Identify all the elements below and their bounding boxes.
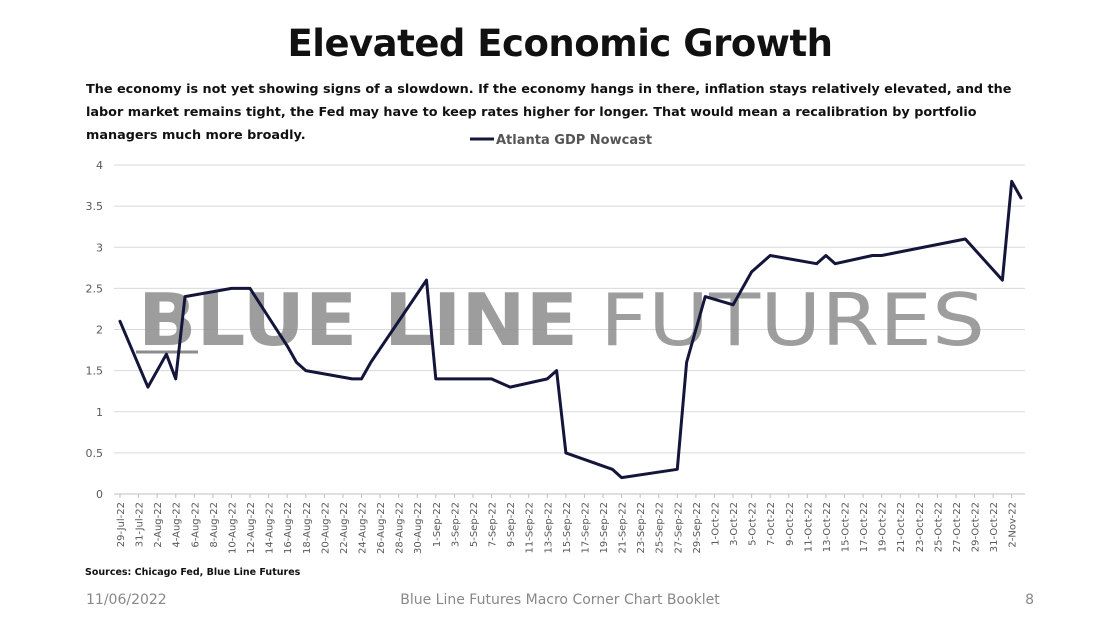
x-tick-label: 23-Oct-22 (915, 502, 926, 552)
x-tick-label: 16-Aug-22 (283, 502, 294, 554)
x-tick-label: 1-Oct-22 (710, 502, 721, 546)
x-tick-label: 25-Oct-22 (933, 502, 944, 552)
x-tick-label: 18-Aug-22 (302, 502, 313, 554)
chart-subtitle: The economy is not yet showing signs of … (86, 82, 1012, 143)
x-tick-label: 31-Jul-22 (135, 502, 146, 547)
x-tick-label: 15-Sep-22 (562, 502, 573, 554)
legend: Atlanta GDP Nowcast (470, 133, 652, 148)
x-tick-label: 27-Oct-22 (952, 502, 963, 552)
y-tick-label: 3.5 (86, 200, 104, 213)
page-number: 8 (1025, 592, 1034, 608)
x-tick-label: 3-Oct-22 (729, 502, 740, 546)
gridlines (114, 164, 1025, 495)
footer-title: Blue Line Futures Macro Corner Chart Boo… (400, 592, 720, 608)
x-axis: 29-Jul-22 31-Jul-22 2-Aug-22 4-Aug-22 6-Aug-… (116, 494, 1019, 554)
x-tick-label: 7-Sep-22 (488, 502, 499, 547)
x-tick-label: 14-Aug-22 (265, 502, 276, 554)
legend-label: Atlanta GDP Nowcast (496, 133, 652, 148)
x-tick-label: 27-Sep-22 (673, 502, 684, 554)
y-tick-label: 4 (96, 159, 103, 172)
x-tick-label: 5-Sep-22 (469, 502, 480, 547)
x-tick-label: 13-Oct-22 (822, 502, 833, 552)
x-tick-label: 9-Sep-22 (506, 502, 517, 547)
x-tick-label: 9-Oct-22 (785, 502, 796, 546)
x-tick-label: 7-Oct-22 (766, 502, 777, 546)
x-tick-label: 1-Sep-22 (432, 502, 443, 547)
x-tick-label: 13-Sep-22 (543, 502, 554, 554)
watermark-blue-line: BLUE LINE (138, 278, 578, 362)
x-tick-label: 2-Aug-22 (153, 502, 164, 548)
x-tick-label: 8-Aug-22 (209, 502, 220, 548)
x-tick-label: 21-Sep-22 (618, 502, 629, 554)
x-tick-label: 11-Oct-22 (803, 502, 814, 552)
x-tick-label: 25-Sep-22 (655, 502, 666, 554)
x-tick-label: 30-Aug-22 (413, 502, 424, 554)
x-tick-label: 4-Aug-22 (172, 502, 183, 548)
x-tick-label: 23-Sep-22 (636, 502, 647, 554)
chart-title: Elevated Economic Growth (287, 22, 833, 65)
x-tick-label: 19-Oct-22 (878, 502, 889, 552)
x-tick-label: 12-Aug-22 (246, 502, 257, 554)
x-tick-label: 24-Aug-22 (358, 502, 369, 554)
x-tick-label: 21-Oct-22 (896, 502, 907, 552)
x-tick-label: 10-Aug-22 (227, 502, 238, 554)
y-tick-label: 2 (96, 324, 103, 337)
x-tick-label: 28-Aug-22 (395, 502, 406, 554)
x-tick-label: 3-Sep-22 (450, 502, 461, 547)
y-axis: 0 0.5 1 1.5 2 2.5 3 3.5 4 (86, 159, 104, 501)
y-tick-label: 0.5 (86, 447, 104, 460)
series-line-atlanta-gdp-nowcast (118, 179, 1023, 480)
x-tick-label: 29-Oct-22 (971, 502, 982, 552)
watermark: BLUE LINE FUTURES (136, 278, 985, 362)
y-tick-label: 0 (96, 488, 103, 501)
x-tick-label: 6-Aug-22 (190, 502, 201, 548)
footer-date: 11/06/2022 (86, 592, 167, 608)
y-tick-label: 3 (96, 241, 103, 254)
x-tick-label: 5-Oct-22 (748, 502, 759, 546)
y-tick-label: 1 (96, 406, 103, 419)
x-tick-label: 26-Aug-22 (376, 502, 387, 554)
x-tick-label: 11-Sep-22 (525, 502, 536, 554)
x-tick-label: 19-Sep-22 (599, 502, 610, 554)
x-tick-label: 17-Oct-22 (859, 502, 870, 552)
y-tick-label: 1.5 (86, 365, 104, 378)
y-tick-label: 2.5 (86, 282, 104, 295)
x-tick-label: 20-Aug-22 (320, 502, 331, 554)
watermark-futures: FUTURES (600, 278, 985, 362)
source-note: Sources: Chicago Fed, Blue Line Futures (85, 567, 301, 578)
x-tick-label: 29-Sep-22 (692, 502, 703, 554)
x-tick-label: 22-Aug-22 (339, 502, 350, 554)
x-tick-label: 2-Nov-22 (1008, 502, 1019, 548)
x-tick-label: 29-Jul-22 (116, 502, 127, 547)
x-tick-label: 17-Sep-22 (580, 502, 591, 554)
series-group (118, 179, 1023, 480)
x-tick-label: 15-Oct-22 (841, 502, 852, 552)
x-tick-label: 31-Oct-22 (989, 502, 1000, 552)
